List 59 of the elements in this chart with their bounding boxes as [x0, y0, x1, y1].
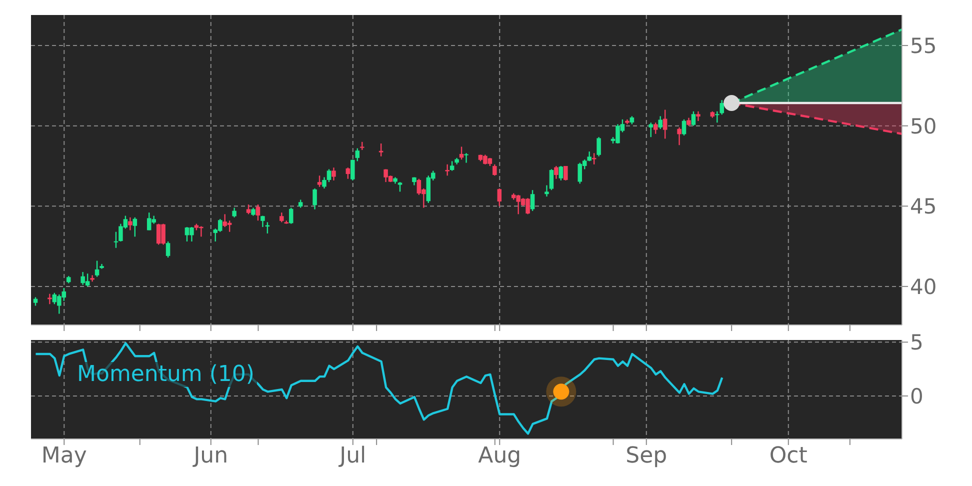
y-tick-label: 5	[910, 330, 924, 355]
candlestick	[648, 122, 654, 138]
candlestick	[94, 260, 100, 278]
candlestick	[720, 100, 724, 116]
y-tick-label: 45	[910, 194, 937, 219]
candlestick	[492, 164, 497, 176]
candlestick	[114, 231, 118, 248]
candlestick	[288, 207, 294, 224]
candlestick	[132, 216, 138, 238]
candlestick	[596, 136, 601, 157]
candlestick	[658, 116, 662, 130]
y-tick-label: 55	[910, 34, 937, 58]
candlestick	[246, 204, 251, 215]
candlestick	[256, 204, 260, 222]
candlestick	[90, 274, 94, 282]
candlestick	[696, 110, 700, 122]
x-tick-label: Jun	[192, 444, 228, 469]
candlestick	[48, 293, 52, 305]
candlestick	[128, 216, 132, 231]
series-label: Momentum (10)	[75, 362, 257, 387]
line-series	[34, 342, 724, 435]
candlestick	[450, 160, 454, 172]
candlestick	[587, 150, 592, 162]
candlestick	[464, 152, 468, 164]
x-tick-label: Jul	[338, 444, 366, 469]
candlestick	[564, 165, 568, 182]
candlestick	[378, 142, 384, 157]
candlestick	[355, 148, 360, 162]
y-tick-label: 40	[910, 274, 937, 299]
candlestick	[350, 158, 355, 182]
candlestick	[312, 188, 317, 210]
x-tick-label: Oct	[769, 444, 808, 469]
candlestick	[322, 176, 326, 190]
candlestick	[544, 184, 549, 198]
candlestick	[332, 166, 336, 182]
candlestick	[326, 168, 332, 183]
candlestick	[558, 165, 564, 182]
candlestick	[691, 110, 696, 126]
candlestick	[662, 109, 668, 140]
candlestick	[677, 126, 682, 146]
x-tick-label: Sep	[626, 444, 668, 469]
candlestick	[280, 212, 284, 223]
candlestick	[554, 165, 558, 180]
candlestick	[653, 122, 658, 134]
candlestick	[166, 240, 170, 258]
candlestick	[445, 164, 450, 176]
candlestick	[346, 166, 350, 180]
x-tick-label: Aug	[478, 444, 522, 469]
y-tick-label: 0	[910, 384, 924, 408]
candlestick	[398, 181, 402, 192]
candlestick	[530, 189, 535, 212]
y-tick-label: 50	[910, 114, 937, 138]
candlestick	[497, 188, 502, 207]
candlestick	[232, 207, 236, 218]
candlestick	[317, 175, 322, 188]
x-tick-label: May	[41, 444, 87, 469]
candlestick	[715, 110, 720, 124]
candlestick	[682, 118, 686, 136]
candlestick	[549, 168, 554, 191]
